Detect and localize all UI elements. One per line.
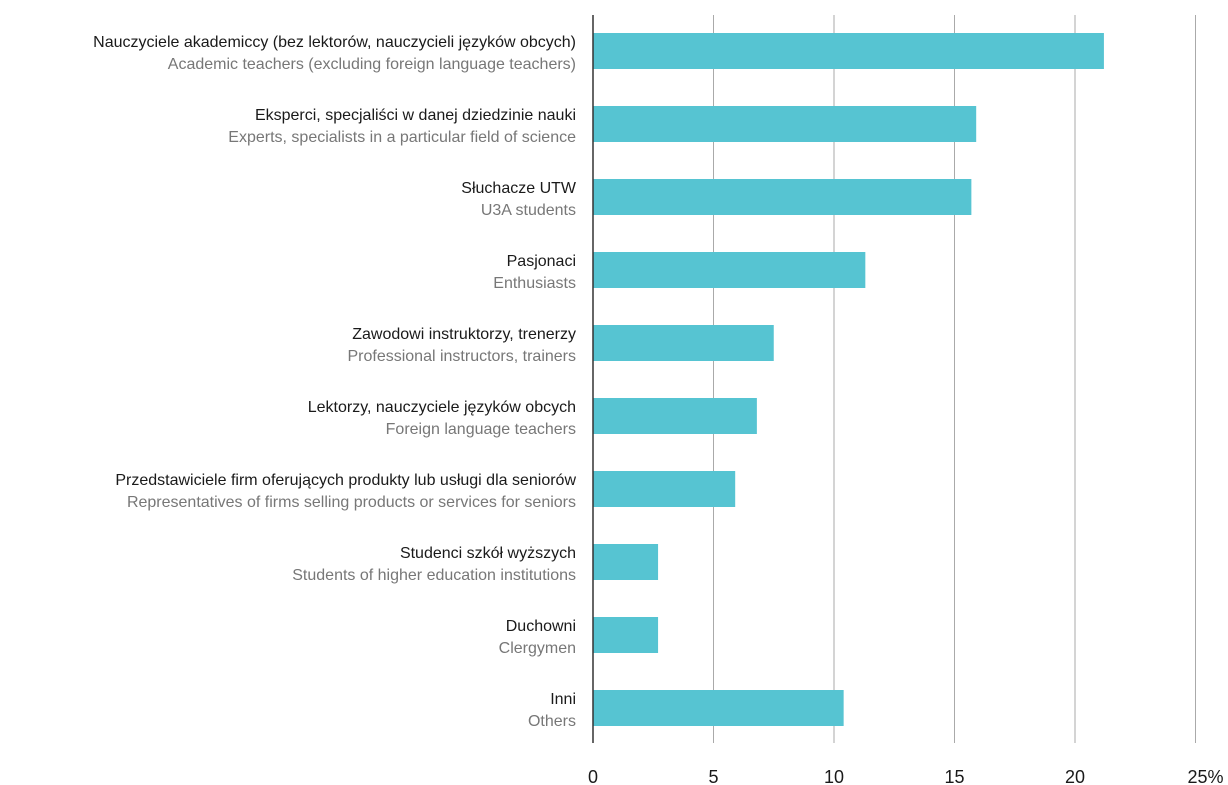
category-label-en: Professional instructors, trainers <box>347 348 576 365</box>
category-labels: Nauczyciele akademiccy (bez lektorów, na… <box>93 34 577 730</box>
bar <box>593 106 977 142</box>
category-label-en: Others <box>528 713 576 730</box>
category-label-en: Experts, specialists in a particular fie… <box>228 129 576 146</box>
bar <box>593 179 972 215</box>
category-label-pl: Eksperci, specjaliści w danej dziedzinie… <box>255 107 576 124</box>
x-tick-label: 5 <box>708 767 718 785</box>
x-tick-label: 0 <box>588 767 598 785</box>
category-label-en: Students of higher education institution… <box>292 567 576 584</box>
x-tick-label: 10 <box>824 767 844 785</box>
x-tick-label: 15 <box>944 767 964 785</box>
category-label-pl: Pasjonaci <box>507 253 576 270</box>
category-label-en: Foreign language teachers <box>386 421 576 438</box>
category-label-en: Academic teachers (excluding foreign lan… <box>168 56 576 73</box>
category-label-en: U3A students <box>481 202 576 219</box>
category-label-pl: Lektorzy, nauczyciele języków obcych <box>308 399 576 416</box>
bar <box>593 398 757 434</box>
category-label-pl: Zawodowi instruktorzy, trenerzy <box>352 326 576 343</box>
category-label-pl: Studenci szkół wyższych <box>400 545 576 562</box>
bar <box>593 252 866 288</box>
category-label-pl: Przedstawiciele firm oferujących produkt… <box>115 472 576 489</box>
bar <box>593 33 1104 69</box>
x-tick-label: 20 <box>1065 767 1085 785</box>
bar <box>593 471 736 507</box>
category-label-pl: Inni <box>550 691 576 708</box>
bar <box>593 617 659 653</box>
x-axis-tick-labels: 0 5 10 15 20 25% <box>588 767 1224 785</box>
x-tick-label: 25% <box>1187 767 1223 785</box>
category-label-en: Clergymen <box>499 640 576 657</box>
bars <box>593 33 1104 726</box>
bar <box>593 690 844 726</box>
bar <box>593 544 659 580</box>
category-label-pl: Słuchacze UTW <box>461 180 577 197</box>
category-label-pl: Duchowni <box>506 618 576 635</box>
bar <box>593 325 774 361</box>
category-label-en: Enthusiasts <box>493 275 576 292</box>
category-label-pl: Nauczyciele akademiccy (bez lektorów, na… <box>93 34 576 51</box>
category-label-en: Representatives of firms selling product… <box>127 494 576 511</box>
